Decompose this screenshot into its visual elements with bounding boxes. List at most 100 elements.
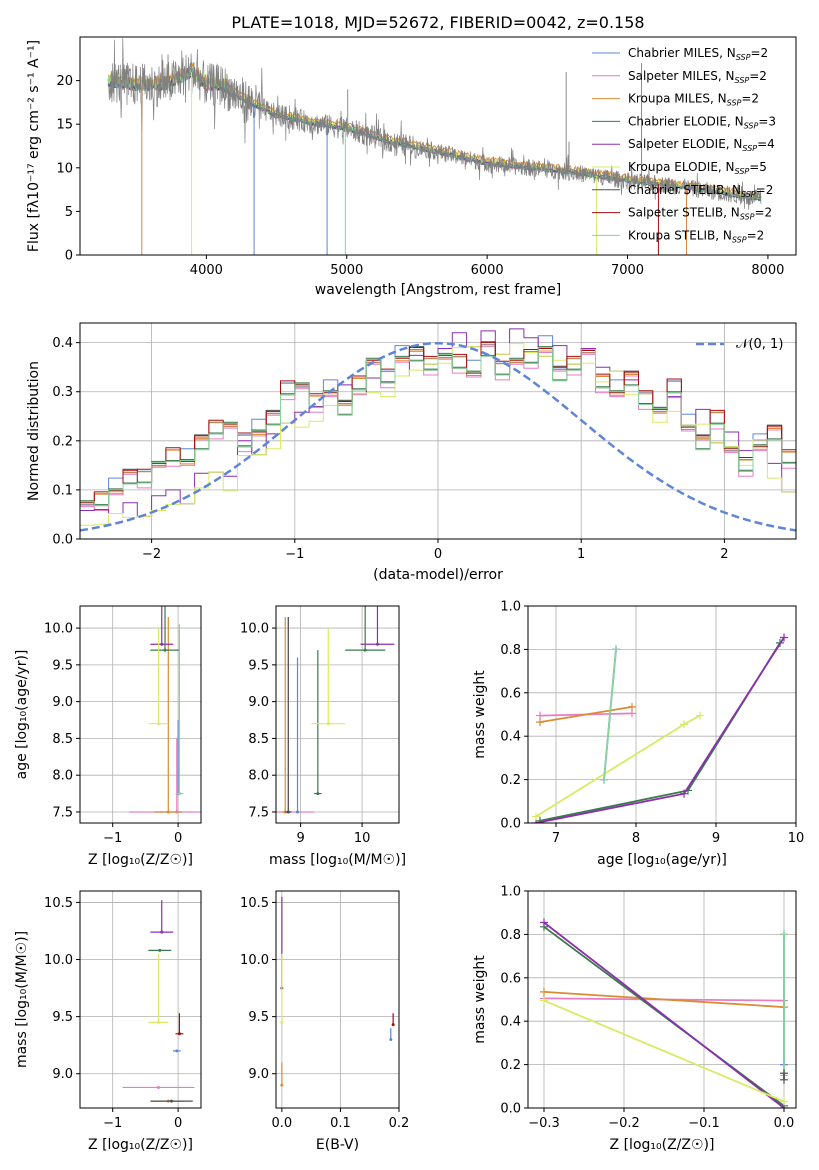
x-axis-label: Z [log₁₀(Z/Z☉)]	[610, 1137, 715, 1153]
weight-series-line	[539, 706, 633, 723]
weight-point-marker	[540, 987, 548, 996]
x-tick-label: 6000	[471, 263, 504, 278]
y-axis-label: Flux [fλ10⁻¹⁷ erg cm⁻² s⁻¹ A⁻¹]	[26, 40, 42, 252]
y-tick-label: 10.0	[44, 953, 73, 968]
axes-frame	[275, 605, 400, 824]
y-axis-label: mass weight	[472, 670, 488, 759]
x-tick-label: −1	[103, 1116, 122, 1131]
weight-point-marker	[780, 930, 788, 939]
y-tick-label: 9.0	[52, 695, 73, 710]
plot-area	[122, 900, 195, 1103]
x-tick-label: 5000	[330, 263, 363, 278]
y-tick-label: 0.4	[500, 730, 521, 745]
axes-frame	[79, 36, 797, 256]
legend-entry: Chabrier STELIB, NSSP=2	[628, 183, 773, 199]
model-spectrum-line	[108, 62, 762, 197]
plot-area	[129, 606, 201, 814]
weight-series-line	[535, 714, 701, 818]
y-tick-label: 9.5	[52, 658, 73, 673]
legend-entry: Chabrier ELODIE, NSSP=3	[628, 114, 776, 130]
panel-residuals: −2 −1 0 1 2 0.0 0.1 0.2 0.3 0.4 (data-model)/error…	[26, 322, 797, 583]
x-tick-label: 9	[712, 831, 720, 846]
x-tick-label: 0.1	[330, 1116, 351, 1131]
legend-entry: Salpeter ELODIE, NSSP=4	[628, 137, 775, 153]
data-point	[363, 648, 367, 652]
legend-entry: Kroupa ELODIE, NSSP=5	[628, 160, 767, 176]
legend-entry: Kroupa STELIB, NSSP=2	[628, 228, 764, 244]
axes-frame	[275, 890, 400, 1109]
x-tick-label: 0.2	[389, 1116, 410, 1131]
axes-overlay: −1 0 9.0 9.5 10.0 10.5 Z [log₁₀(Z/Z☉)] mass [lo…	[14, 890, 202, 1153]
y-tick-label: 10	[56, 161, 73, 176]
weight-point-marker	[536, 718, 544, 727]
x-tick-label: 8	[632, 831, 640, 846]
data-point	[158, 948, 162, 952]
y-tick-label: 8.0	[248, 769, 269, 784]
axes-overlay: 9 10 7.5 8.0 8.5 9.0 9.5 10.0 mass [log₁₀(M/M☉)]	[240, 605, 406, 868]
x-tick-label: 0.0	[774, 1116, 795, 1131]
x-tick-label: 10	[788, 831, 805, 846]
y-tick-label: 0.8	[500, 643, 521, 658]
data-point	[296, 810, 300, 814]
x-tick-label: −2	[142, 547, 161, 562]
residual-histogram-step	[80, 347, 796, 507]
y-tick-label: 0.0	[500, 817, 521, 832]
y-tick-label: 9.5	[248, 658, 269, 673]
weight-point-marker	[628, 702, 636, 711]
data-point	[280, 1083, 284, 1087]
x-axis-label: E(B-V)	[316, 1137, 359, 1153]
residual-histogram-step	[80, 335, 796, 506]
y-axis-label: mass [log₁₀(M/M☉)]	[14, 931, 30, 1068]
weight-point-marker	[532, 812, 540, 821]
x-tick-label: 7	[552, 831, 560, 846]
weight-series-line	[543, 921, 785, 1108]
data-point	[177, 1032, 181, 1036]
x-axis-label: (data-model)/error	[373, 567, 503, 583]
panel-weight_vs_age: 7 8 9 10 0.0 0.2 0.4 0.6 0.8 1.0 age [log₁₀(age/yr…	[472, 600, 804, 869]
y-tick-label: 0.2	[52, 434, 73, 449]
panel-mass_vs_Z: −1 0 9.0 9.5 10.0 10.5 Z [log₁₀(Z/Z☉)] mass [lo…	[14, 890, 202, 1153]
y-tick-label: 8.0	[52, 769, 73, 784]
x-tick-label: 7000	[611, 263, 644, 278]
weight-point-marker	[696, 711, 704, 720]
gaussian-legend-label: 𝒩(0, 1)	[736, 337, 783, 352]
data-point	[375, 642, 379, 646]
panel-mass_vs_EBV: 0.0 0.1 0.2 9.0 9.5 10.0 10.5 E(B-V)	[240, 890, 410, 1153]
x-tick-label: 10	[354, 831, 371, 846]
y-tick-label: 9.5	[52, 1010, 73, 1025]
y-tick-label: 9.0	[248, 695, 269, 710]
panel-age_vs_mass: 9 10 7.5 8.0 8.5 9.0 9.5 10.0 mass [log₁₀(M/M☉)]	[240, 605, 406, 868]
data-point	[175, 1049, 179, 1053]
y-tick-label: 8.5	[52, 732, 73, 747]
y-tick-label: 0.8	[500, 928, 521, 943]
y-tick-label: 1.0	[500, 600, 521, 615]
data-point	[170, 1099, 174, 1103]
x-axis-label: age [log₁₀(age/yr)]	[597, 852, 727, 868]
data-point	[166, 810, 170, 814]
weight-series-line	[539, 642, 781, 822]
panel-weight_vs_Z: −0.3 −0.2 −0.1 0.0 0.0 0.2 0.4 0.6 0.8 1.0 Z [log₁…	[472, 885, 797, 1153]
x-tick-label: 0	[174, 831, 182, 846]
y-tick-label: 10.5	[44, 896, 73, 911]
observed-spectrum-line	[107, 38, 762, 210]
axes-overlay: −2 −1 0 1 2 0.0 0.1 0.2 0.3 0.4 (data-model)/error…	[26, 322, 797, 583]
plot-area	[276, 606, 395, 814]
y-tick-label: 0.3	[52, 385, 73, 400]
weight-series-line	[543, 991, 785, 1008]
residual-histogram-step	[80, 343, 796, 526]
weight-point-marker	[540, 996, 548, 1005]
x-tick-label: 0	[434, 547, 442, 562]
weight-point-marker	[540, 918, 548, 927]
data-point	[163, 648, 167, 652]
x-tick-label: 8000	[751, 263, 784, 278]
axes-frame	[527, 605, 797, 824]
y-tick-label: 8.5	[248, 732, 269, 747]
weight-point-marker	[612, 645, 620, 654]
plot-area	[107, 38, 762, 255]
panel-age_vs_Z: −1 0 7.5 8.0 8.5 9.0 9.5 10.0 Z [log₁₀(Z/Z☉)] age…	[14, 605, 202, 868]
weight-series-line	[603, 649, 617, 780]
y-tick-label: 0.2	[500, 773, 521, 788]
weight-point-marker	[780, 1069, 788, 1078]
x-axis-label: mass [log₁₀(M/M☉)]	[269, 852, 406, 868]
